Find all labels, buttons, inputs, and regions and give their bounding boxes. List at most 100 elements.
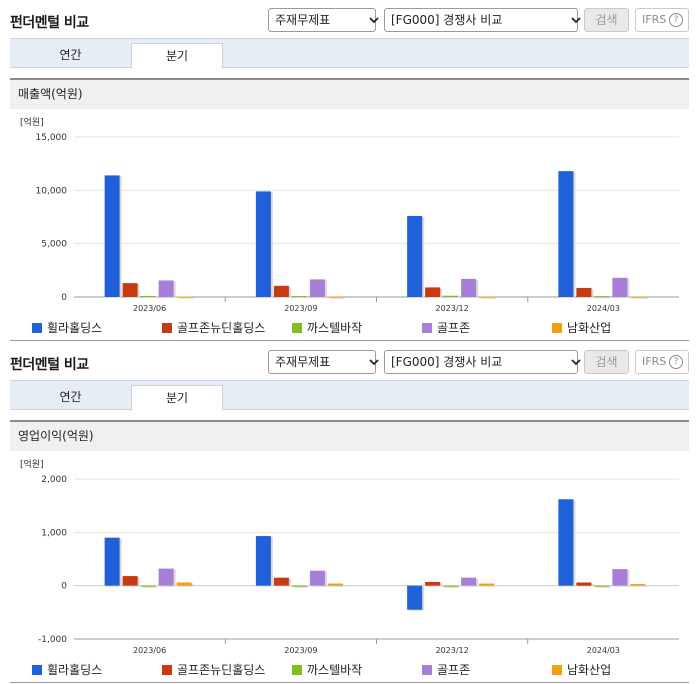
ifrs-label: IFRS bbox=[642, 355, 667, 368]
statement-select[interactable]: 주재무제표 bbox=[268, 8, 379, 32]
comparison-select[interactable]: [FG000] 경쟁사 비교 bbox=[384, 8, 581, 32]
bar bbox=[327, 583, 343, 586]
bar bbox=[291, 296, 307, 298]
panel-title: 펀더멘털 비교 bbox=[10, 15, 89, 31]
legend-swatch bbox=[422, 665, 432, 675]
bar bbox=[407, 215, 423, 297]
comparison-select[interactable]: [FG000] 경쟁사 비교 bbox=[384, 350, 581, 374]
bar bbox=[122, 576, 138, 586]
metric-title: 영업이익(억원) bbox=[10, 420, 689, 451]
bar bbox=[576, 287, 592, 297]
bar-shadow bbox=[142, 296, 158, 298]
legend-swatch bbox=[422, 323, 432, 333]
bar bbox=[612, 277, 628, 297]
legend-swatch bbox=[292, 323, 302, 333]
statement-select[interactable]: 주재무제표 bbox=[268, 350, 379, 374]
bar bbox=[407, 585, 423, 610]
bar bbox=[140, 295, 156, 297]
bar bbox=[176, 296, 192, 298]
legend-swatch bbox=[162, 323, 172, 333]
help-icon: ? bbox=[669, 355, 683, 369]
comparison-select-value: [FG000] 경쟁사 비교 bbox=[391, 355, 503, 369]
bar bbox=[158, 280, 174, 297]
bar bbox=[255, 536, 271, 586]
bar bbox=[461, 577, 477, 586]
bar bbox=[576, 582, 592, 586]
ifrs-button[interactable]: IFRS ? bbox=[635, 8, 689, 32]
bar bbox=[273, 285, 289, 297]
search-button[interactable]: 검색 bbox=[584, 8, 629, 32]
bar bbox=[140, 585, 156, 587]
fundamental-panel-revenue: 펀더멘털 비교 주재무제표 [FG000] 경쟁사 비교 검색 IFRS ? 연… bbox=[0, 0, 696, 341]
bar bbox=[291, 585, 307, 587]
panel-header: 펀더멘털 비교 주재무제표 [FG000] 경쟁사 비교 검색 IFRS ? bbox=[0, 0, 696, 38]
tab-annual[interactable]: 연간 bbox=[59, 48, 82, 62]
bar bbox=[309, 570, 325, 586]
metric-title: 매출액(억원) bbox=[10, 78, 689, 109]
legend-label: 까스텔바작 bbox=[307, 321, 363, 335]
y-tick-label: 0 bbox=[61, 582, 67, 592]
bar-shadow bbox=[445, 296, 461, 298]
divider bbox=[10, 340, 689, 341]
y-tick-label: -1,000 bbox=[38, 635, 67, 645]
bar bbox=[612, 569, 628, 586]
legend-label: 골프존뉴딘홀딩스 bbox=[177, 663, 266, 677]
legend-swatch bbox=[162, 665, 172, 675]
legend-label: 까스텔바작 bbox=[307, 663, 363, 677]
bar bbox=[255, 191, 271, 297]
tab-quarterly[interactable]: 분기 bbox=[131, 385, 223, 411]
statement-select-value: 주재무제표 bbox=[275, 355, 331, 369]
tab-quarterly[interactable]: 분기 bbox=[131, 43, 223, 69]
y-tick-label: 5,000 bbox=[41, 240, 67, 250]
x-tick-label: 2024/03 bbox=[587, 304, 620, 313]
bar bbox=[558, 171, 574, 297]
x-tick-label: 2023/09 bbox=[284, 304, 317, 313]
legend-swatch bbox=[32, 665, 42, 675]
bar-shadow bbox=[596, 297, 612, 299]
search-button[interactable]: 검색 bbox=[584, 350, 629, 374]
bar bbox=[558, 499, 574, 586]
bar-shadow bbox=[142, 586, 158, 588]
ifrs-button[interactable]: IFRS ? bbox=[635, 350, 689, 374]
chart-legend: 휠라홀딩스 골프존뉴딘홀딩스 까스텔바작 골프존 남화산업 bbox=[10, 320, 689, 338]
panel-title: 펀더멘털 비교 bbox=[10, 357, 89, 373]
comparison-select-value: [FG000] 경쟁사 비교 bbox=[391, 13, 503, 27]
legend-swatch bbox=[552, 665, 562, 675]
bar bbox=[630, 296, 646, 298]
bar bbox=[443, 295, 459, 297]
bar bbox=[594, 585, 610, 587]
x-tick-label: 2024/03 bbox=[587, 646, 620, 655]
bar bbox=[327, 296, 343, 298]
bar bbox=[461, 278, 477, 297]
bar-shadow bbox=[632, 297, 648, 299]
legend-label: 골프존 bbox=[437, 321, 471, 335]
statement-select-value: 주재무제표 bbox=[275, 13, 331, 27]
tab-annual[interactable]: 연간 bbox=[59, 390, 82, 404]
legend-label: 휠라홀딩스 bbox=[47, 321, 103, 335]
divider bbox=[10, 682, 689, 683]
y-tick-label: 1,000 bbox=[41, 528, 67, 538]
bar-shadow bbox=[293, 586, 309, 588]
bar bbox=[309, 279, 325, 297]
bar-shadow bbox=[596, 586, 612, 588]
x-tick-label: 2023/12 bbox=[436, 304, 469, 313]
bar bbox=[425, 287, 441, 297]
legend-swatch bbox=[32, 323, 42, 333]
bar bbox=[176, 582, 192, 586]
bar bbox=[158, 568, 174, 586]
bar-shadow bbox=[632, 585, 648, 587]
legend-label: 골프존뉴딘홀딩스 bbox=[177, 321, 266, 335]
bar bbox=[630, 584, 646, 586]
period-tabs: 연간 분기 bbox=[10, 38, 689, 69]
bar bbox=[122, 283, 138, 297]
ifrs-label: IFRS bbox=[642, 13, 667, 26]
x-tick-label: 2023/09 bbox=[284, 646, 317, 655]
help-icon: ? bbox=[669, 13, 683, 27]
bar-shadow bbox=[481, 297, 497, 299]
legend-label: 휠라홀딩스 bbox=[47, 663, 103, 677]
y-tick-label: 2,000 bbox=[41, 475, 67, 485]
unit-label: [억원] bbox=[20, 458, 44, 470]
bar bbox=[104, 175, 120, 297]
operating-profit-chart-svg: [억원] -1,000 0 1,000 2,000 2023/06 2023/09 2023/… bbox=[20, 458, 679, 655]
bar bbox=[594, 296, 610, 298]
